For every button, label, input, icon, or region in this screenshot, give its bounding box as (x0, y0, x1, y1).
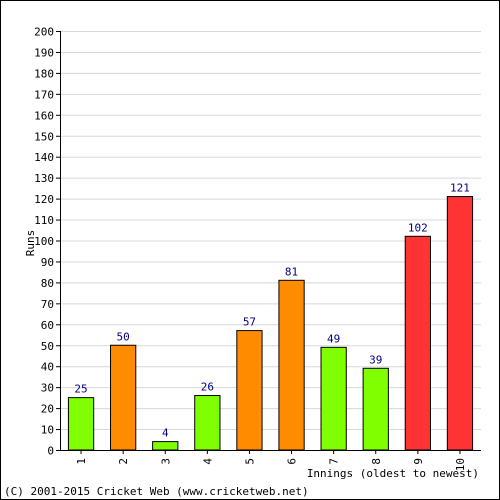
data-labels: 25 50 4 26 57 81 49 39 102 121 (74, 182, 469, 440)
bar (67, 397, 95, 451)
x-axis-label: Innings (oldest to newest) (307, 467, 479, 480)
y-tick-label: 140 (34, 151, 54, 164)
bar (110, 344, 137, 451)
x-tick-label: 8 (370, 458, 383, 465)
x-tick-label: 2 (117, 458, 130, 465)
y-tick-label: 160 (34, 109, 54, 122)
data-label: 57 (243, 316, 256, 329)
y-tick-label: 200 (34, 26, 54, 39)
y-tick-label: 30 (41, 382, 54, 395)
x-tick-label: 10 (454, 458, 467, 471)
y-axis-label: Runs (24, 230, 37, 257)
y-tick-label: 60 (41, 319, 54, 332)
y-tick-label: 70 (41, 298, 54, 311)
y-tick-label: 80 (41, 277, 54, 290)
data-label: 25 (74, 383, 87, 396)
y-tick-label: 150 (34, 130, 54, 143)
y-tick-label: 170 (34, 88, 54, 101)
y-axis-ticks: 0 10 20 30 40 50 60 70 80 90 100 110 120 130 140 150 160… (34, 26, 60, 458)
data-label: 4 (162, 427, 169, 440)
y-tick-label: 190 (34, 46, 54, 59)
bar (362, 367, 389, 451)
y-tick-label: 110 (34, 214, 54, 227)
x-tick-label: 7 (328, 458, 341, 465)
y-tick-label: 180 (34, 67, 54, 80)
y-tick-label: 10 (41, 424, 54, 437)
x-tick-label: 6 (286, 458, 299, 465)
x-tick-label: 1 (75, 458, 88, 465)
copyright-text: (C) 2001-2015 Cricket Web (www.cricketwe… (4, 485, 309, 498)
data-label: 121 (450, 182, 470, 195)
bar (446, 196, 474, 451)
y-tick-label: 20 (41, 403, 54, 416)
y-tick-label: 90 (41, 256, 54, 269)
y-tick-label: 50 (41, 340, 54, 353)
y-tick-label: 130 (34, 172, 54, 185)
x-tick-label: 5 (243, 458, 256, 465)
bar (152, 441, 179, 451)
data-label: 39 (369, 353, 382, 366)
y-tick-label: 0 (47, 445, 54, 458)
bar (320, 346, 347, 451)
data-label: 50 (117, 330, 130, 343)
x-axis-ticks: 1 2 3 4 5 6 7 8 9 10 (75, 450, 467, 471)
x-tick-label: 3 (159, 458, 172, 465)
x-tick-label: 9 (412, 458, 425, 465)
data-label: 81 (285, 265, 298, 278)
x-tick-label: 4 (201, 458, 214, 465)
bar (404, 235, 431, 451)
data-label: 26 (201, 381, 214, 394)
y-tick-label: 120 (34, 193, 54, 206)
y-tick-label: 100 (34, 235, 54, 248)
data-label: 102 (408, 221, 428, 234)
bar (194, 395, 221, 451)
data-label: 49 (327, 332, 340, 345)
bar (278, 279, 305, 451)
bar (236, 330, 263, 451)
bars (67, 196, 474, 451)
y-tick-label: 40 (41, 361, 54, 374)
